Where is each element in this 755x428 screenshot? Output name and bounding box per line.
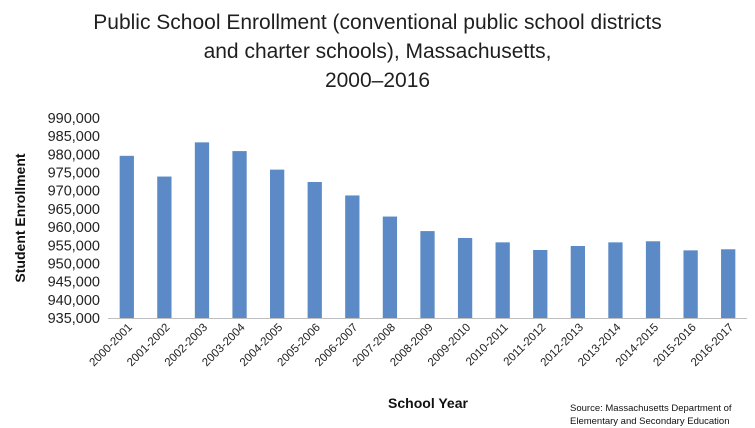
bar-2001-2002: [157, 176, 172, 318]
source-note: Source: Massachusetts Department of Elem…: [570, 402, 732, 428]
bar-2015-2016: [683, 250, 698, 318]
y-tick-label: 965,000: [48, 202, 100, 218]
y-tick-label: 970,000: [48, 184, 100, 200]
bar-2004-2005: [270, 169, 285, 318]
bar-2006-2007: [345, 195, 360, 318]
bars: [119, 142, 736, 318]
bar-2002-2003: [194, 142, 210, 318]
chart-title: Public School Enrollment (conventional p…: [0, 8, 755, 95]
y-tick-label: 960,000: [48, 220, 100, 236]
bar-2011-2012: [533, 250, 548, 318]
x-axis: 2000-20012001-20022002-20032003-20042004…: [88, 318, 747, 369]
bar-2008-2009: [420, 231, 435, 318]
bar-2013-2014: [608, 242, 623, 318]
y-tick-label: 955,000: [48, 238, 100, 254]
y-tick-label: 990,000: [48, 111, 100, 127]
bar-2016-2017: [721, 249, 736, 318]
source-line-2: Elementary and Secondary Education: [570, 416, 730, 427]
y-axis-label: Student Enrollment: [12, 153, 28, 282]
bar-2009-2010: [457, 238, 473, 318]
y-tick-label: 950,000: [48, 256, 100, 272]
chart-title-line-2: and charter schools), Massachusetts,: [203, 40, 552, 63]
bar-2007-2008: [382, 216, 398, 318]
y-tick-label: 945,000: [48, 275, 100, 291]
y-tick-label: 980,000: [48, 147, 100, 163]
chart-title-line-3: 2000–2016: [324, 69, 431, 92]
y-axis: 935,000 940,000 945,000 950,000 955,000 960,0…: [48, 111, 100, 327]
y-tick-label: 935,000: [48, 311, 100, 327]
bar-2005-2006: [307, 182, 322, 318]
bar-2010-2011: [495, 242, 510, 318]
x-axis-label: School Year: [388, 395, 468, 411]
y-tick-label: 940,000: [48, 293, 100, 309]
source-line-1: Source: Massachusetts Department of: [570, 403, 732, 414]
bar-2012-2013: [570, 246, 585, 318]
bar-2000-2001: [119, 155, 134, 318]
chart-title-line-1: Public School Enrollment (conventional p…: [93, 11, 662, 34]
bar-2014-2015: [645, 241, 661, 318]
y-tick-label: 985,000: [48, 129, 100, 145]
bar-2003-2004: [232, 151, 247, 318]
y-tick-label: 975,000: [48, 166, 100, 182]
